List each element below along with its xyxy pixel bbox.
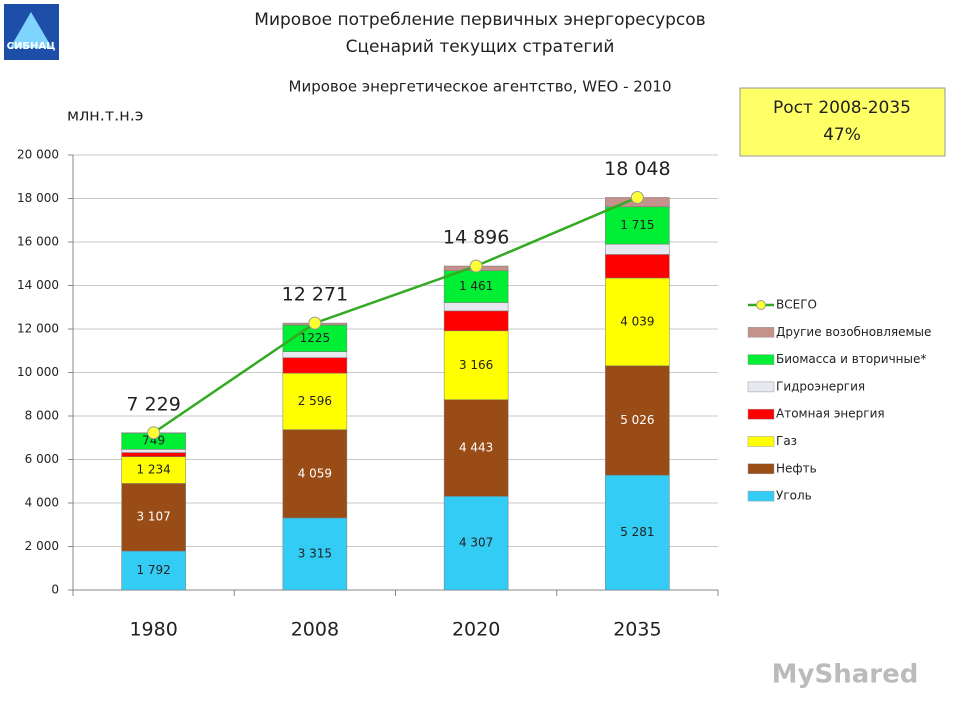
bar-segment	[443, 310, 509, 332]
value-label: 1225	[300, 331, 331, 345]
bar-segment	[605, 365, 670, 476]
bar-segment	[121, 449, 186, 453]
bar-segment	[443, 330, 509, 400]
value-label: 1 234	[136, 463, 170, 477]
legend-swatch	[747, 436, 775, 447]
value-label: 5 281	[620, 525, 654, 539]
chart-subtitle: Сценарий текущих стратегий	[346, 37, 615, 57]
bar-segment	[443, 399, 509, 497]
total-label: 18 048	[604, 158, 670, 180]
legend-label: ВСЕГО	[776, 298, 817, 312]
y-tick-label: 4 000	[25, 496, 59, 510]
value-label: 3 107	[136, 510, 170, 524]
value-label: 3 166	[459, 358, 493, 372]
logo-mark	[10, 12, 52, 48]
bar-segment	[443, 302, 509, 312]
total-line	[152, 196, 638, 434]
y-tick-label: 10 000	[17, 365, 59, 379]
value-label: 749	[142, 434, 165, 448]
y-tick-label: 8 000	[25, 409, 59, 423]
x-tick-label: 1980	[129, 619, 177, 641]
bar-segment	[605, 254, 670, 279]
bar-segment	[282, 429, 348, 519]
bar-segment	[282, 351, 348, 358]
value-label: 4 039	[620, 314, 654, 328]
note-title: Рост 2008-2035	[773, 98, 911, 118]
legend-swatch	[747, 354, 775, 365]
legend-label: Другие возобновляемые	[776, 325, 931, 339]
total-marker	[469, 259, 483, 273]
chart-title: Мировое потребление первичных энергоресу…	[254, 10, 705, 30]
y-tick-label: 18 000	[17, 191, 59, 205]
total-marker	[630, 190, 644, 204]
logo-text: СИБНАЦ	[7, 41, 56, 52]
note-box	[739, 87, 946, 157]
legend-label: Нефть	[776, 461, 817, 475]
bar-segment	[121, 483, 186, 552]
note-value: 47%	[823, 125, 861, 145]
total-label: 14 896	[443, 227, 509, 249]
y-tick-label: 0	[51, 583, 59, 597]
y-tick-label: 16 000	[17, 235, 59, 249]
value-label: 5 026	[620, 413, 654, 427]
legend-label: Уголь	[776, 489, 812, 503]
x-tick-label: 2035	[613, 619, 661, 641]
bar-segment	[605, 277, 670, 367]
value-label: 3 315	[298, 546, 332, 560]
legend-label: Газ	[776, 434, 797, 448]
legend-swatch	[747, 463, 775, 475]
source: Мировое энергетическое агентство, WEO - …	[289, 78, 672, 96]
value-label: 4 307	[459, 536, 493, 550]
total-label: 12 271	[282, 284, 348, 306]
y-tick-label: 6 000	[25, 452, 59, 466]
total-marker	[147, 426, 161, 440]
bar-segment	[282, 517, 348, 591]
watermark: MyShared	[772, 660, 919, 690]
legend-swatch	[747, 408, 775, 420]
bar-segment	[605, 243, 670, 255]
y-axis-label: млн.т.н.э	[67, 106, 144, 125]
value-label: 2 596	[298, 394, 332, 408]
bar-segment	[282, 357, 348, 374]
value-label: 1 715	[620, 218, 654, 232]
legend-marker	[756, 300, 766, 310]
total-label: 7 229	[126, 393, 180, 415]
legend-swatch	[747, 327, 775, 338]
y-tick-label: 12 000	[17, 322, 59, 336]
legend-label: Атомная энергия	[776, 407, 885, 421]
y-tick-label: 14 000	[17, 278, 59, 292]
legend-swatch	[747, 490, 775, 502]
bar-segment	[121, 550, 186, 591]
value-label: 4 443	[459, 441, 493, 455]
y-tick-label: 20 000	[17, 148, 59, 162]
bar-segment	[121, 452, 186, 457]
y-tick-label: 2 000	[25, 539, 59, 553]
legend-label: Гидроэнергия	[776, 379, 865, 393]
bar-segment	[282, 372, 348, 430]
total-marker	[308, 316, 322, 330]
bar-segment	[605, 206, 670, 245]
value-label: 1 461	[459, 279, 493, 293]
legend-label: Биомасса и вторичные*	[776, 352, 926, 366]
value-label: 4 059	[298, 466, 332, 480]
bar-segment	[605, 474, 670, 591]
legend-swatch	[747, 381, 775, 393]
bar-segment	[443, 496, 509, 591]
bar-segment	[121, 456, 186, 484]
x-tick-label: 2020	[452, 619, 500, 641]
x-tick-label: 2008	[291, 619, 339, 641]
value-label: 1 792	[136, 563, 170, 577]
bar-segment	[443, 270, 509, 303]
